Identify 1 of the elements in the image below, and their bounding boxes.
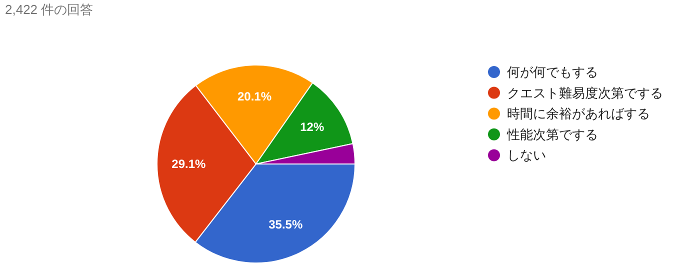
- title: 2,422 件の回答: [5, 2, 94, 17]
